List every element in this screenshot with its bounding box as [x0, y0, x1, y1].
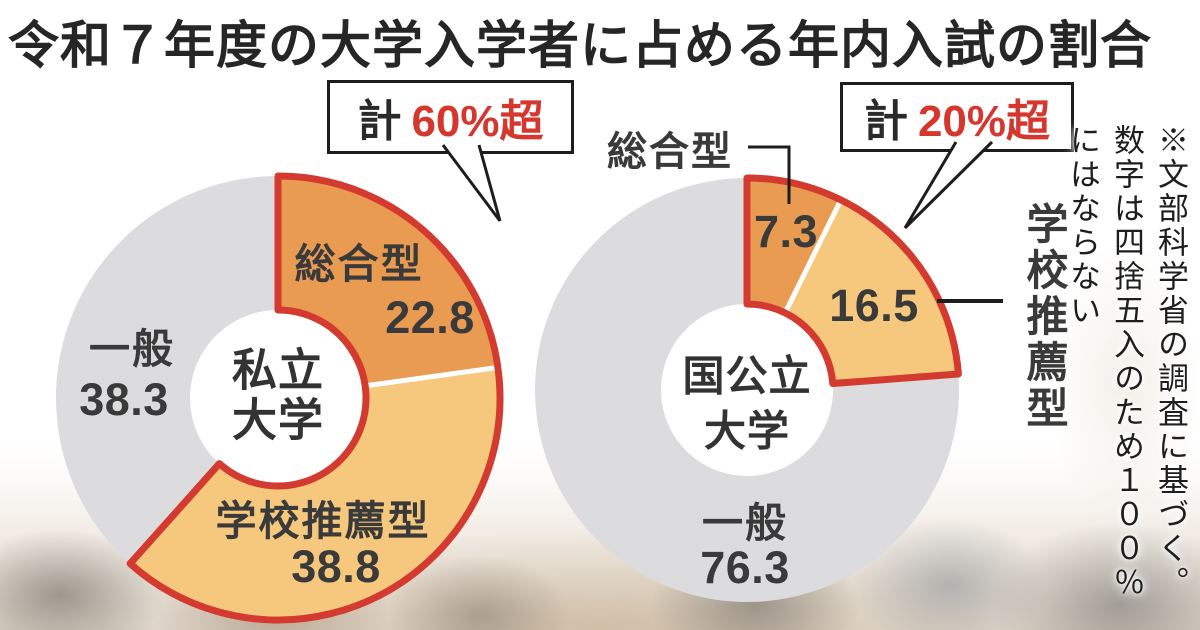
footnote: ※文部科学省の調査に基づく。 数字は四捨五入のため１００％ にはならない: [1064, 124, 1188, 600]
private-slice-2: [56, 176, 278, 564]
private-slice-0: [278, 176, 498, 386]
private-general-value: 38.3: [79, 374, 169, 425]
private-center-hole: [187, 307, 369, 489]
national-public-highlight-outline: [743, 174, 962, 388]
private-comprehensive-value: 22.8: [385, 292, 475, 343]
private-total-badge: 計 60%超: [327, 80, 574, 154]
private-badge-tail-edge-0: [441, 144, 502, 222]
private-recommendation-value: 38.8: [291, 541, 381, 592]
private-comprehensive-label: 総合型: [294, 241, 424, 287]
national-public-total-badge-value: 20%超: [917, 97, 1051, 146]
private-general-label: 一般: [89, 326, 175, 372]
national-public-badge-tail-edge-1: [903, 140, 994, 230]
national-public-recommendation-label: 学校推薦型: [1021, 202, 1068, 432]
private-slice-divider: [365, 365, 497, 389]
national-public-badge-tail-edge-0: [903, 141, 958, 229]
national-public-center-label: 国公立 大学: [682, 352, 812, 454]
national-public-slice-1: [785, 199, 959, 384]
donut-national-public: [535, 174, 962, 602]
background-haze: [1050, 240, 1200, 530]
national-public-slice-2: [535, 177, 959, 602]
national-public-slice-0: [747, 178, 841, 313]
national-public-comprehensive-value: 7.3: [753, 206, 819, 257]
donut-private: [56, 172, 504, 624]
national-public-slice-divider: [783, 200, 843, 314]
national-public-general-label: 一般: [702, 500, 788, 546]
comprehensive-label-connector: [748, 145, 791, 204]
national-public-comprehensive-label: 総合型: [607, 130, 733, 174]
national-public-total-badge-prefix: 計: [863, 97, 908, 146]
private-center-label: 私立 大学: [231, 344, 325, 446]
national-public-center-hole: [658, 301, 836, 479]
private-highlight-outline: [126, 172, 504, 624]
private-slice-1: [130, 367, 500, 620]
private-total-badge-value: 60%超: [411, 97, 544, 146]
private-total-badge-prefix: 計: [357, 97, 402, 146]
national-public-general-value: 76.3: [700, 542, 790, 593]
national-public-recommendation-value: 16.5: [829, 280, 919, 331]
private-recommendation-label: 学校推薦型: [215, 498, 431, 544]
page-title: 令和７年度の大学入学者に占める年内入試の割合: [8, 17, 1153, 74]
private-badge-tail-edge-1: [477, 144, 502, 222]
